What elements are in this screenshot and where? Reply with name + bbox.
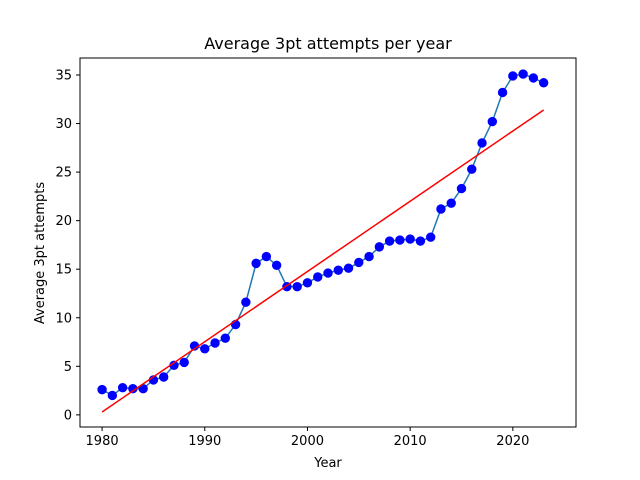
scatter-point bbox=[343, 263, 354, 273]
scatter-point bbox=[364, 251, 374, 262]
x-tick-label: 2020 bbox=[496, 434, 529, 449]
scatter-point bbox=[313, 272, 323, 282]
trend-line bbox=[101, 109, 545, 413]
scatter-point bbox=[210, 338, 220, 348]
y-tick-label: 30 bbox=[55, 117, 72, 132]
y-tick-label: 10 bbox=[55, 311, 72, 326]
plot-frame bbox=[79, 57, 577, 428]
scatter-point bbox=[538, 78, 549, 88]
x-tick-label: 2000 bbox=[291, 434, 324, 449]
scatter-point bbox=[261, 251, 272, 262]
scatter-point bbox=[271, 260, 282, 271]
scatter-point bbox=[230, 319, 241, 330]
y-tick-label: 5 bbox=[64, 360, 72, 375]
y-tick-label: 25 bbox=[55, 166, 72, 181]
y-axis-label: Average 3pt attempts bbox=[33, 182, 48, 324]
scatter-point bbox=[467, 164, 477, 174]
scatter-point bbox=[107, 390, 118, 401]
scatter-point bbox=[354, 257, 364, 268]
scatter-point bbox=[241, 297, 251, 307]
scatter-point bbox=[158, 372, 169, 382]
y-tick-label: 15 bbox=[55, 263, 72, 278]
x-tick-label: 1990 bbox=[188, 434, 221, 449]
scatter-point bbox=[477, 138, 487, 148]
scatter-point bbox=[220, 333, 231, 343]
scatter-point bbox=[405, 234, 415, 244]
x-axis-label: Year bbox=[313, 456, 342, 471]
scatter-point bbox=[415, 236, 426, 246]
scatter-point bbox=[292, 281, 302, 292]
scatter-point bbox=[374, 242, 385, 252]
scatter-point bbox=[117, 382, 128, 393]
scatter-point bbox=[97, 384, 107, 395]
scatter-point bbox=[446, 198, 456, 208]
x-tick-label: 1980 bbox=[86, 434, 119, 449]
scatter-point bbox=[487, 116, 498, 127]
chart-title: Average 3pt attempts per year bbox=[204, 34, 452, 53]
scatter-point bbox=[200, 344, 210, 354]
scatter-point bbox=[179, 357, 189, 368]
y-tick-label: 35 bbox=[55, 68, 72, 83]
plot-area: 1980 1990 2000 2010 2020 0 5 10 15 20 25 30 35 bbox=[55, 57, 577, 449]
scatter-point bbox=[508, 71, 518, 81]
scatter-point bbox=[425, 232, 436, 242]
scatter-point bbox=[302, 278, 313, 288]
y-tick-label: 0 bbox=[64, 408, 72, 423]
scatter-point bbox=[251, 258, 261, 269]
scatter-point bbox=[333, 265, 343, 275]
scatter-point bbox=[518, 69, 528, 79]
scatter-point bbox=[497, 87, 508, 98]
x-tick-label: 2010 bbox=[394, 434, 427, 449]
scatter-point bbox=[456, 183, 467, 194]
scatter-point bbox=[436, 204, 446, 214]
scatter-point bbox=[395, 235, 405, 245]
y-tick-label: 20 bbox=[55, 214, 72, 229]
scatter-point bbox=[323, 268, 333, 278]
scatter-point bbox=[528, 73, 539, 83]
scatter-point bbox=[384, 236, 395, 246]
